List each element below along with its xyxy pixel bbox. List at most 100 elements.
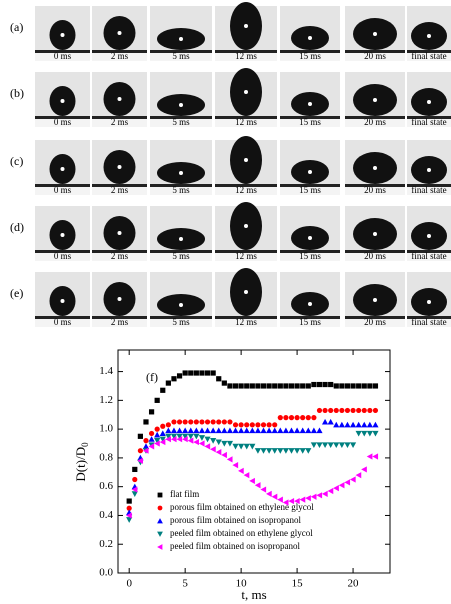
point: [182, 436, 188, 443]
y-tick-label: 1.4: [99, 365, 113, 377]
point: [300, 383, 306, 389]
point: [344, 383, 351, 389]
point: [198, 435, 206, 441]
point: [271, 493, 278, 500]
point: [244, 383, 250, 389]
highlight: [308, 302, 312, 306]
point: [361, 421, 368, 428]
label-strip: [280, 119, 340, 127]
label-strip: [35, 119, 90, 127]
point: [338, 421, 345, 428]
point: [322, 381, 328, 388]
legend-marker: [157, 531, 163, 537]
point: [294, 415, 300, 421]
substrate: [35, 316, 90, 319]
frame-label: final state: [411, 251, 446, 261]
highlight: [244, 24, 248, 28]
label-strip: [407, 53, 451, 61]
point: [148, 409, 155, 415]
substrate: [215, 250, 277, 253]
label-strip: [215, 53, 277, 61]
frame-label: 12 ms: [235, 317, 257, 327]
point: [333, 485, 339, 492]
chart: (f) t, ms D(t)/D0 0 5 10 15 200.00.20.40.60.…: [73, 349, 391, 602]
point: [372, 421, 379, 428]
point: [293, 497, 300, 505]
point: [132, 476, 138, 483]
point: [316, 381, 323, 388]
point: [333, 442, 340, 449]
frame-label: final state: [411, 117, 446, 127]
point: [238, 427, 245, 434]
highlight: [117, 97, 122, 101]
point: [182, 419, 188, 425]
point: [366, 453, 373, 460]
point: [154, 438, 161, 444]
frame-label: final state: [411, 317, 446, 327]
legend-text: peeled film obtained on isopropanol: [170, 541, 300, 551]
label-strip: [407, 319, 451, 327]
point: [316, 427, 323, 434]
x-tick-label: 15: [292, 578, 304, 590]
point: [232, 422, 239, 428]
point: [227, 419, 233, 425]
point: [321, 418, 329, 425]
point: [165, 422, 171, 428]
point: [305, 448, 312, 454]
point: [187, 433, 194, 440]
plot-frame: [117, 349, 391, 574]
point: [204, 419, 211, 425]
point: [232, 461, 239, 469]
label-strip: [92, 119, 147, 127]
point: [199, 419, 205, 425]
frame-label: 15 ms: [299, 251, 321, 261]
point: [367, 407, 373, 414]
point: [372, 430, 379, 437]
label-strip: [35, 319, 90, 327]
point: [333, 407, 339, 414]
point: [249, 477, 255, 485]
highlight: [179, 303, 183, 307]
highlight: [427, 100, 431, 104]
photo-panels: (a) 0 ms 2 ms 5 ms 12 ms 15 ms 20 ms final stat…: [10, 2, 451, 327]
label-strip: [345, 53, 405, 61]
point: [154, 426, 160, 432]
point: [282, 499, 289, 506]
label-strip: [35, 53, 90, 61]
highlight: [60, 233, 65, 237]
point: [361, 430, 368, 437]
point: [344, 407, 351, 414]
point: [372, 383, 379, 389]
point: [355, 472, 362, 479]
substrate: [215, 116, 277, 119]
point: [288, 497, 295, 505]
substrate: [92, 116, 147, 119]
substrate: [92, 316, 147, 319]
highlight: [373, 32, 377, 36]
frame-label: 20 ms: [364, 317, 386, 327]
point: [344, 421, 351, 428]
point: [277, 496, 283, 503]
label-strip: [215, 253, 277, 261]
point: [271, 448, 278, 454]
substrate: [150, 116, 212, 119]
point: [339, 383, 345, 389]
point: [188, 370, 194, 376]
point: [176, 419, 183, 425]
point: [349, 442, 357, 449]
frame-label: final state: [411, 185, 446, 195]
label-strip: [92, 253, 147, 261]
substrate: [35, 116, 90, 119]
point: [310, 427, 317, 434]
substrate: [345, 116, 405, 119]
legend-text: flat film: [170, 489, 199, 499]
label-strip: [92, 53, 147, 61]
point: [316, 407, 323, 414]
frame-label: 12 ms: [235, 251, 257, 261]
point: [165, 433, 172, 440]
point: [300, 415, 306, 421]
x-tick-label: 0: [126, 578, 132, 590]
point: [288, 415, 295, 421]
substrate: [407, 250, 451, 253]
